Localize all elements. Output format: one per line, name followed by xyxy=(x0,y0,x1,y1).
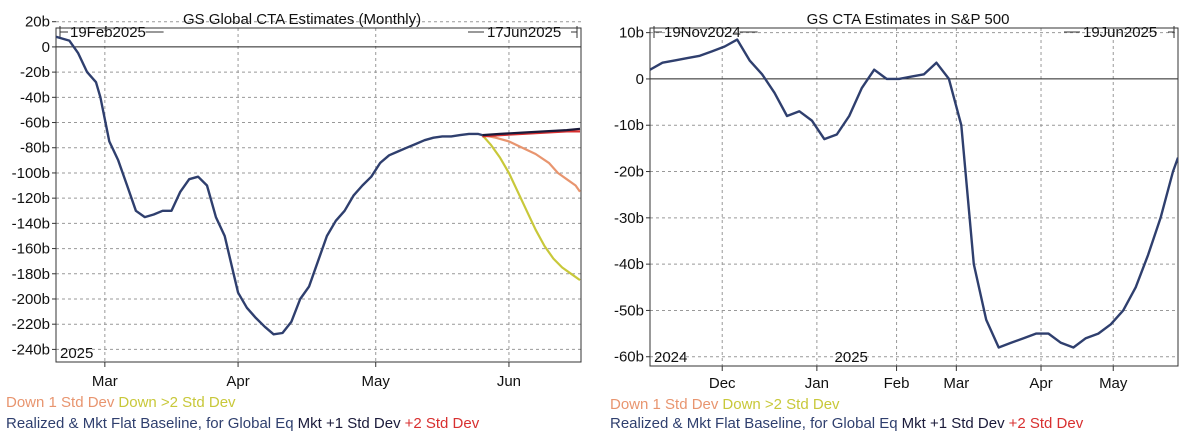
y-tick-label: -240b xyxy=(12,341,50,358)
legend-baseline: Realized & Mkt Flat Baseline, for Global… xyxy=(6,415,294,432)
x-tick-label: Dec xyxy=(709,375,736,392)
right-legend-line1: Down 1 Std Dev Down >2 Std Dev xyxy=(610,396,844,413)
y-tick-label: 0 xyxy=(42,39,50,56)
end-date-label: 19Jun2025 xyxy=(1083,24,1157,41)
legend-plus-2-std: +2 Std Dev xyxy=(404,415,480,432)
y-tick-label: 0 xyxy=(636,71,644,88)
legend-plus-1-std: Mkt +1 Std Dev xyxy=(901,415,1005,432)
y-tick-label: -50b xyxy=(614,302,644,319)
x-tick-label: May xyxy=(1099,375,1128,392)
legend-down-1-std: Down 1 Std Dev xyxy=(6,394,115,411)
series-line-realized-mkt-flat-baseline-for-global-eq xyxy=(56,35,483,336)
left-legend-line2: Realized & Mkt Flat Baseline, for Global… xyxy=(6,415,483,432)
series-line-down-1-std-dev xyxy=(1177,157,1178,159)
end-date-label: 17Jun2025 xyxy=(487,24,561,41)
chart-title: GS CTA Estimates in S&P 500 xyxy=(807,11,1010,28)
y-tick-label: -120b xyxy=(12,190,50,207)
legend-plus-2-std: +2 Std Dev xyxy=(1008,415,1084,432)
legend-down-2-std: Down >2 Std Dev xyxy=(722,396,840,413)
y-tick-label: -60b xyxy=(614,349,644,366)
start-date-label: 19Nov2024 xyxy=(664,24,741,41)
chart-sp500-cta: 10b 0 -10b -20b -30b -40b -50b -60b Dec Jan Feb Mar… xyxy=(614,11,1179,392)
y-tick-label: -30b xyxy=(614,210,644,227)
y-tick-label: -100b xyxy=(12,165,50,182)
y-tick-label: -140b xyxy=(12,215,50,232)
y-tick-label: -220b xyxy=(12,316,50,333)
year-label: 2024 xyxy=(654,349,687,366)
y-tick-label: 10b xyxy=(619,25,644,42)
legend-plus-1-std: Mkt +1 Std Dev xyxy=(297,415,401,432)
y-tick-label: -80b xyxy=(20,140,50,157)
start-date-label: 19Feb2025 xyxy=(70,24,146,41)
chart-title: GS Global CTA Estimates (Monthly) xyxy=(183,11,421,28)
plot-frame xyxy=(55,27,582,363)
series-line-down-1-std-dev xyxy=(482,134,581,193)
x-tick-label: Apr xyxy=(226,373,249,390)
legend-baseline: Realized & Mkt Flat Baseline, for Global… xyxy=(610,415,898,432)
x-tick-label: Jun xyxy=(497,373,521,390)
x-tick-label: Jan xyxy=(805,375,829,392)
series-line-down-2-std-dev xyxy=(1177,157,1178,160)
y-tick-label: -40b xyxy=(614,256,644,273)
x-tick-label: Mar xyxy=(92,373,118,390)
left-legend-line1: Down 1 Std Dev Down >2 Std Dev xyxy=(6,394,240,411)
y-tick-label: -10b xyxy=(614,117,644,134)
legend-down-2-std: Down >2 Std Dev xyxy=(118,394,236,411)
y-tick-label: -20b xyxy=(20,64,50,81)
y-tick-label: -40b xyxy=(20,89,50,106)
series-line-realized-mkt-flat-baseline-for-global-eq xyxy=(650,38,1178,349)
y-tick-label: -160b xyxy=(12,241,50,258)
plot-frame xyxy=(649,27,1179,367)
right-legend-line2: Realized & Mkt Flat Baseline, for Global… xyxy=(610,415,1087,432)
y-tick-label: -60b xyxy=(20,115,50,132)
series-line-mkt-1-std-dev xyxy=(482,127,581,137)
y-tick-label: -200b xyxy=(12,291,50,308)
x-tick-label: May xyxy=(362,373,391,390)
chart-global-cta: 20b 0 -20b -40b -60b -80b -100b -120b -140b -160b… xyxy=(12,11,582,390)
y-tick-label: 20b xyxy=(25,14,50,31)
y-tick-label: -180b xyxy=(12,266,50,283)
year-label: 2025 xyxy=(835,349,868,366)
year-label: 2025 xyxy=(60,345,93,362)
x-tick-label: Feb xyxy=(884,375,910,392)
series-line-2-std-dev xyxy=(482,130,580,138)
legend-down-1-std: Down 1 Std Dev xyxy=(610,396,719,413)
y-tick-label: -20b xyxy=(614,164,644,181)
x-tick-label: Apr xyxy=(1029,375,1052,392)
series-line-down-2-std-dev xyxy=(481,134,581,281)
x-tick-label: Mar xyxy=(943,375,969,392)
